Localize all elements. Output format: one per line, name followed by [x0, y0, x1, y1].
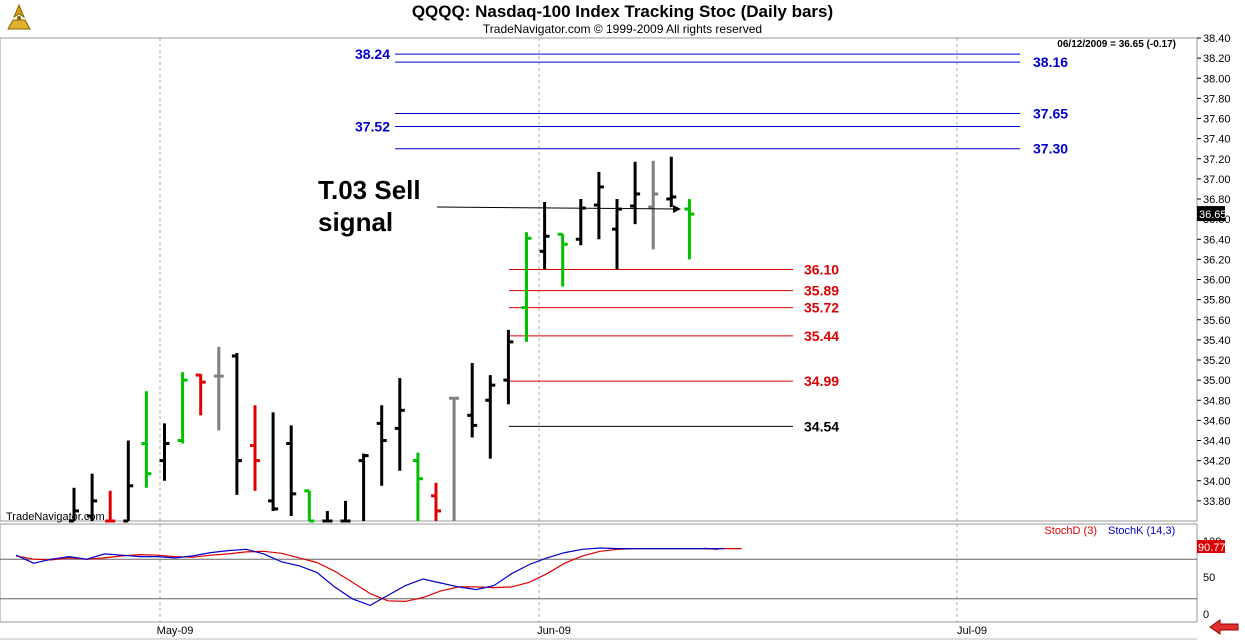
ohlc-bar: [467, 363, 478, 438]
level-label: 37.30: [1033, 141, 1068, 157]
y-tick-label: 34.60: [1203, 415, 1231, 427]
stoch-legend-d: StochD (3): [1044, 525, 1097, 537]
level-label: 37.65: [1033, 105, 1068, 121]
ohlc-bar: [231, 352, 242, 495]
ohlc-bar: [612, 199, 622, 270]
level-label: 35.72: [804, 300, 839, 316]
ohlc-bar: [69, 487, 79, 523]
stoch-legend-k: StochK (14,3): [1108, 525, 1175, 537]
y-tick-label: 37.60: [1203, 114, 1231, 126]
stochk-line: [15, 547, 724, 607]
ohlc-bar: [195, 373, 206, 416]
level-label: 38.16: [1033, 54, 1068, 70]
level-label: 35.44: [804, 328, 839, 344]
y-tick-label: 36.20: [1203, 254, 1231, 266]
ohlc-bar: [684, 199, 695, 260]
y-tick-label: 35.40: [1203, 335, 1231, 347]
ohlc-bar: [630, 161, 641, 225]
ohlc-bar: [159, 423, 170, 481]
ohlc-bar: [376, 405, 387, 486]
ohlc-bar: [449, 396, 460, 521]
y-tick-label: 34.40: [1203, 436, 1231, 448]
x-tick-label: May-09: [157, 625, 194, 637]
y-tick-label: 34.00: [1203, 476, 1231, 488]
stochastic-panel-frame: [0, 523, 1198, 623]
ohlc-bar: [503, 329, 514, 405]
level-label: 35.89: [804, 283, 839, 299]
last-price-box: [1197, 206, 1225, 222]
y-tick-label: 38.20: [1203, 53, 1231, 65]
y-tick-label: 34.80: [1203, 395, 1231, 407]
y-tick-label: 38.40: [1203, 33, 1231, 45]
ohlc-bar: [105, 490, 116, 523]
stoch-y-tick-label: 0: [1203, 609, 1209, 621]
signal-annotation-line2: signal: [318, 207, 393, 237]
x-tick-label: Jul-09: [957, 625, 987, 637]
ohlc-bar: [286, 425, 297, 516]
y-tick-label: 35.60: [1203, 315, 1231, 327]
ohlc-bar: [648, 160, 659, 250]
y-tick-label: 36.80: [1203, 194, 1231, 206]
ohlc-bar: [177, 372, 188, 444]
ohlc-bar: [412, 452, 423, 521]
chart-title: QQQQ: Nasdaq-100 Index Tracking Stoc (Da…: [411, 2, 834, 21]
ohlc-bar: [666, 156, 677, 208]
y-tick-label: 36.40: [1203, 234, 1231, 246]
y-tick-label: 38.00: [1203, 73, 1231, 85]
y-tick-label: 35.80: [1203, 295, 1231, 307]
ohlc-bar: [485, 375, 496, 459]
y-tick-label: 37.20: [1203, 154, 1231, 166]
signal-annotation-line1: T.03 Sell: [318, 175, 421, 205]
y-tick-label: 35.20: [1203, 355, 1231, 367]
y-tick-label: 37.40: [1203, 134, 1231, 146]
ohlc-bar: [123, 440, 134, 523]
ohlc-bar: [268, 412, 279, 511]
ohlc-bar: [340, 500, 351, 523]
level-label: 37.52: [355, 119, 390, 135]
watermark: TradeNavigator.com: [6, 511, 105, 523]
price-panel-frame: [0, 37, 1198, 522]
level-label: 38.24: [355, 46, 390, 62]
ohlc-bar: [593, 171, 604, 240]
stochk-stub: [703, 547, 719, 550]
level-label: 34.99: [804, 373, 839, 389]
ohlc-bar: [322, 510, 333, 523]
ohlc-bar: [431, 482, 441, 521]
ohlc-bar: [521, 232, 532, 342]
level-label: 36.10: [804, 261, 839, 277]
stoch-y-tick-label: 50: [1203, 572, 1215, 584]
y-tick-label: 37.00: [1203, 174, 1231, 186]
y-tick-label: 35.00: [1203, 375, 1231, 387]
level-label: 34.54: [804, 418, 839, 434]
signal-arrow-head: [673, 205, 681, 213]
chart-subtitle: TradeNavigator.com © 1999-2009 All right…: [482, 22, 763, 36]
ohlc-bar: [141, 391, 152, 488]
ohlc-bar: [539, 202, 550, 270]
y-tick-label: 34.20: [1203, 456, 1231, 468]
y-tick-label: 36.00: [1203, 275, 1231, 287]
signal-arrow-line: [436, 206, 677, 210]
y-tick-label: 37.80: [1203, 93, 1231, 105]
ohlc-bar: [87, 473, 98, 521]
ohlc-bar: [358, 453, 369, 521]
stoch-last-label: 90.77: [1198, 542, 1226, 554]
ohlc-bar: [250, 405, 260, 491]
price-readout: 06/12/2009 = 36.65 (-0.17): [1057, 39, 1176, 50]
ohlc-bar: [557, 232, 568, 287]
stoch-last-box: [1197, 540, 1225, 553]
x-tick-label: Jun-09: [537, 625, 571, 637]
compass-icon[interactable]: [4, 3, 34, 33]
ohlc-bar: [304, 489, 315, 523]
last-price-label: 36.65: [1199, 209, 1227, 221]
ohlc-bar: [213, 346, 224, 431]
chart-header: QQQQ: Nasdaq-100 Index Tracking Stoc (Da…: [0, 0, 1245, 38]
ohlc-bar: [394, 378, 405, 471]
scroll-left-arrow-icon[interactable]: [1208, 619, 1240, 635]
y-tick-label: 33.80: [1203, 496, 1231, 508]
